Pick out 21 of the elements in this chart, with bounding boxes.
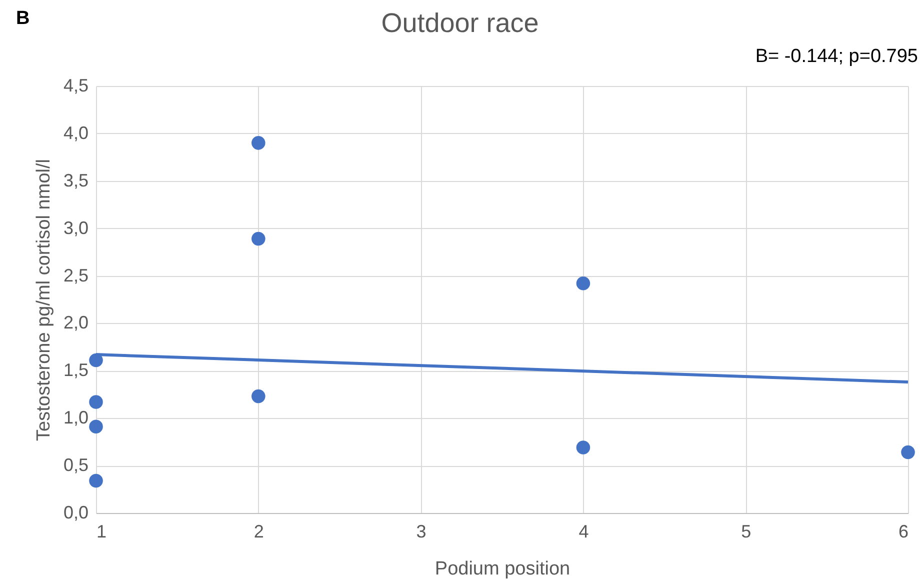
y-axis-title: Testosterone pg/ml cortisol nmol/l [33, 159, 54, 441]
y-tick-label: 3,5 [63, 170, 88, 190]
text: B= -0.144; p=0.795 [755, 46, 918, 67]
y-tick-label: 0,5 [63, 455, 88, 476]
x-tick-label: 5 [741, 522, 752, 542]
x-axis-title: Podium position [434, 558, 570, 580]
x-tick-label: 2 [254, 522, 264, 542]
y-tick-label: 2,0 [63, 312, 88, 333]
chart-title: Outdoor race [381, 8, 539, 38]
y-tick-label: 4,0 [63, 122, 88, 143]
y-tick-label: 2,5 [63, 265, 88, 286]
x-tick-label: 6 [898, 522, 908, 542]
x-tick-label: 4 [578, 522, 589, 542]
y-tick-label: 1,0 [63, 408, 88, 428]
y-tick-label: 0,0 [63, 502, 88, 522]
text: B [16, 8, 30, 29]
x-tick-label: 1 [96, 522, 107, 542]
x-tick-label: 3 [416, 522, 426, 542]
y-tick-label: 1,5 [63, 360, 88, 380]
y-tick-label: 3,0 [63, 218, 88, 238]
y-tick-label: 4,5 [63, 76, 88, 96]
